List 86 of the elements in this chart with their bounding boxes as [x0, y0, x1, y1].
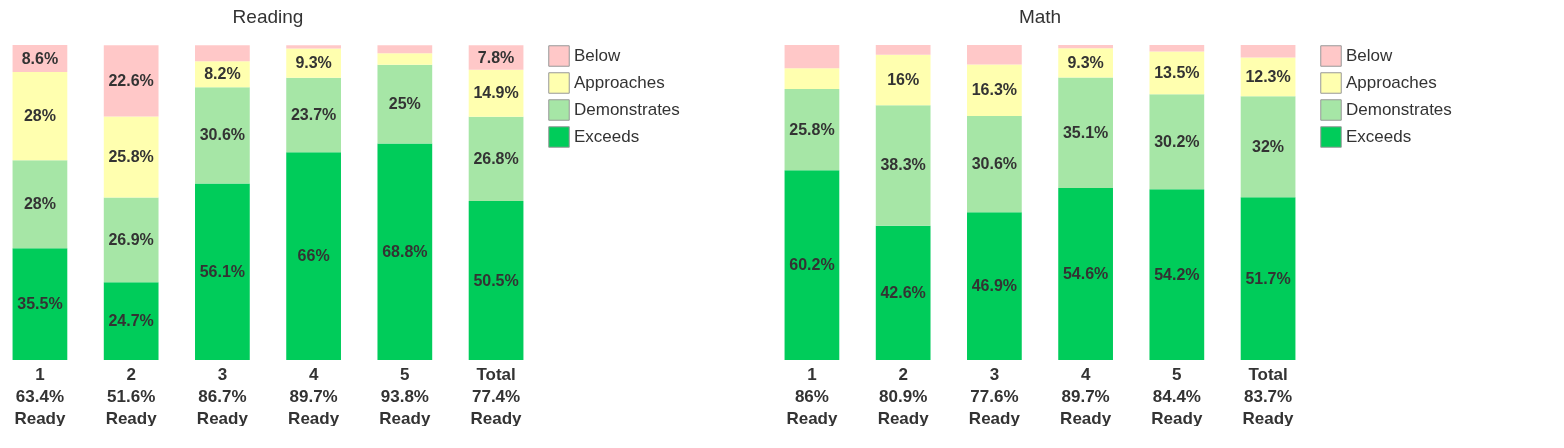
- data-label: 50.5%: [473, 271, 519, 289]
- bar: [1149, 94, 1205, 190]
- bar: [195, 45, 250, 62]
- bar: [1240, 45, 1296, 58]
- bar: [967, 115, 1022, 213]
- bar: [377, 143, 433, 360]
- bar: [286, 45, 341, 49]
- data-label: 51.7%: [1245, 269, 1291, 287]
- data-label: 35.5%: [17, 295, 63, 313]
- bar: [967, 212, 1022, 360]
- data-label: 12.3%: [1245, 67, 1291, 85]
- bar: [12, 72, 68, 161]
- bar: [103, 282, 159, 360]
- data-label: 26.9%: [108, 230, 154, 248]
- bar: [468, 201, 524, 360]
- legend-label: Approaches: [1346, 73, 1437, 92]
- bar: [1058, 77, 1113, 189]
- bar: [875, 45, 931, 55]
- data-label: 66%: [297, 247, 330, 265]
- data-label: 54.2%: [1154, 265, 1200, 283]
- bar: [784, 45, 840, 69]
- bar: [1240, 197, 1296, 360]
- data-label: 8.2%: [204, 65, 241, 83]
- bar: [875, 225, 931, 360]
- bar: [875, 54, 931, 106]
- data-label: 25.8%: [789, 120, 835, 138]
- bar: [468, 116, 524, 202]
- data-label: 28%: [23, 195, 56, 213]
- data-label: 42.6%: [880, 283, 926, 301]
- bar: [103, 45, 159, 117]
- bar: [1149, 45, 1205, 52]
- bar: [286, 152, 341, 360]
- bar: [1058, 188, 1113, 360]
- data-label: 25.8%: [108, 148, 154, 166]
- bar: [103, 116, 159, 198]
- bar: [286, 77, 341, 153]
- legend-label: Below: [574, 46, 622, 65]
- data-label: 28%: [23, 107, 56, 125]
- data-label: 30.2%: [1154, 132, 1200, 150]
- bar: [875, 105, 931, 226]
- data-label: 13.5%: [1154, 63, 1200, 81]
- bar: [195, 87, 250, 184]
- bar: [1240, 96, 1296, 198]
- legend-label: Demonstrates: [574, 100, 680, 119]
- bar: [784, 170, 840, 360]
- data-label: 32%: [1252, 137, 1285, 155]
- data-label: 14.9%: [473, 84, 519, 102]
- data-label: 46.9%: [971, 277, 1018, 295]
- legend-label: Below: [1346, 46, 1394, 65]
- data-label: 35.1%: [1062, 123, 1109, 141]
- data-label: 7.8%: [477, 48, 515, 66]
- data-label: 25%: [388, 95, 421, 113]
- data-label: 54.6%: [1062, 265, 1109, 283]
- data-label: 8.6%: [21, 49, 59, 67]
- data-label: 16.3%: [971, 81, 1018, 99]
- legend-label: Exceeds: [1346, 127, 1412, 146]
- data-label: 30.6%: [971, 155, 1018, 173]
- bar: [12, 248, 68, 360]
- bar: [377, 53, 433, 65]
- legend-label: Demonstrates: [1346, 100, 1452, 119]
- bar: [784, 89, 840, 171]
- chart-title: Math: [1018, 6, 1062, 27]
- data-label: 68.8%: [382, 242, 428, 260]
- data-label: 30.6%: [199, 126, 246, 144]
- data-label: 9.3%: [295, 54, 332, 72]
- chart-title: Reading: [232, 6, 304, 27]
- data-label: 38.3%: [880, 156, 926, 174]
- bar: [377, 45, 433, 54]
- data-label: 16%: [887, 70, 920, 88]
- bar: [1149, 189, 1205, 360]
- data-label: 26.8%: [473, 149, 519, 167]
- bar: [967, 45, 1022, 65]
- data-label: 60.2%: [789, 256, 835, 274]
- bar: [784, 68, 840, 90]
- data-label: 24.7%: [108, 312, 154, 330]
- bar: [12, 160, 68, 249]
- legend-label: Approaches: [574, 73, 665, 92]
- data-label: 9.3%: [1067, 53, 1104, 71]
- bar: [103, 197, 159, 283]
- data-label: 22.6%: [108, 71, 154, 89]
- data-label: 56.1%: [199, 262, 246, 280]
- bar: [1058, 45, 1113, 49]
- bar: [195, 183, 250, 360]
- data-label: 23.7%: [290, 106, 337, 124]
- legend-label: Exceeds: [574, 127, 640, 146]
- bar: [377, 64, 433, 144]
